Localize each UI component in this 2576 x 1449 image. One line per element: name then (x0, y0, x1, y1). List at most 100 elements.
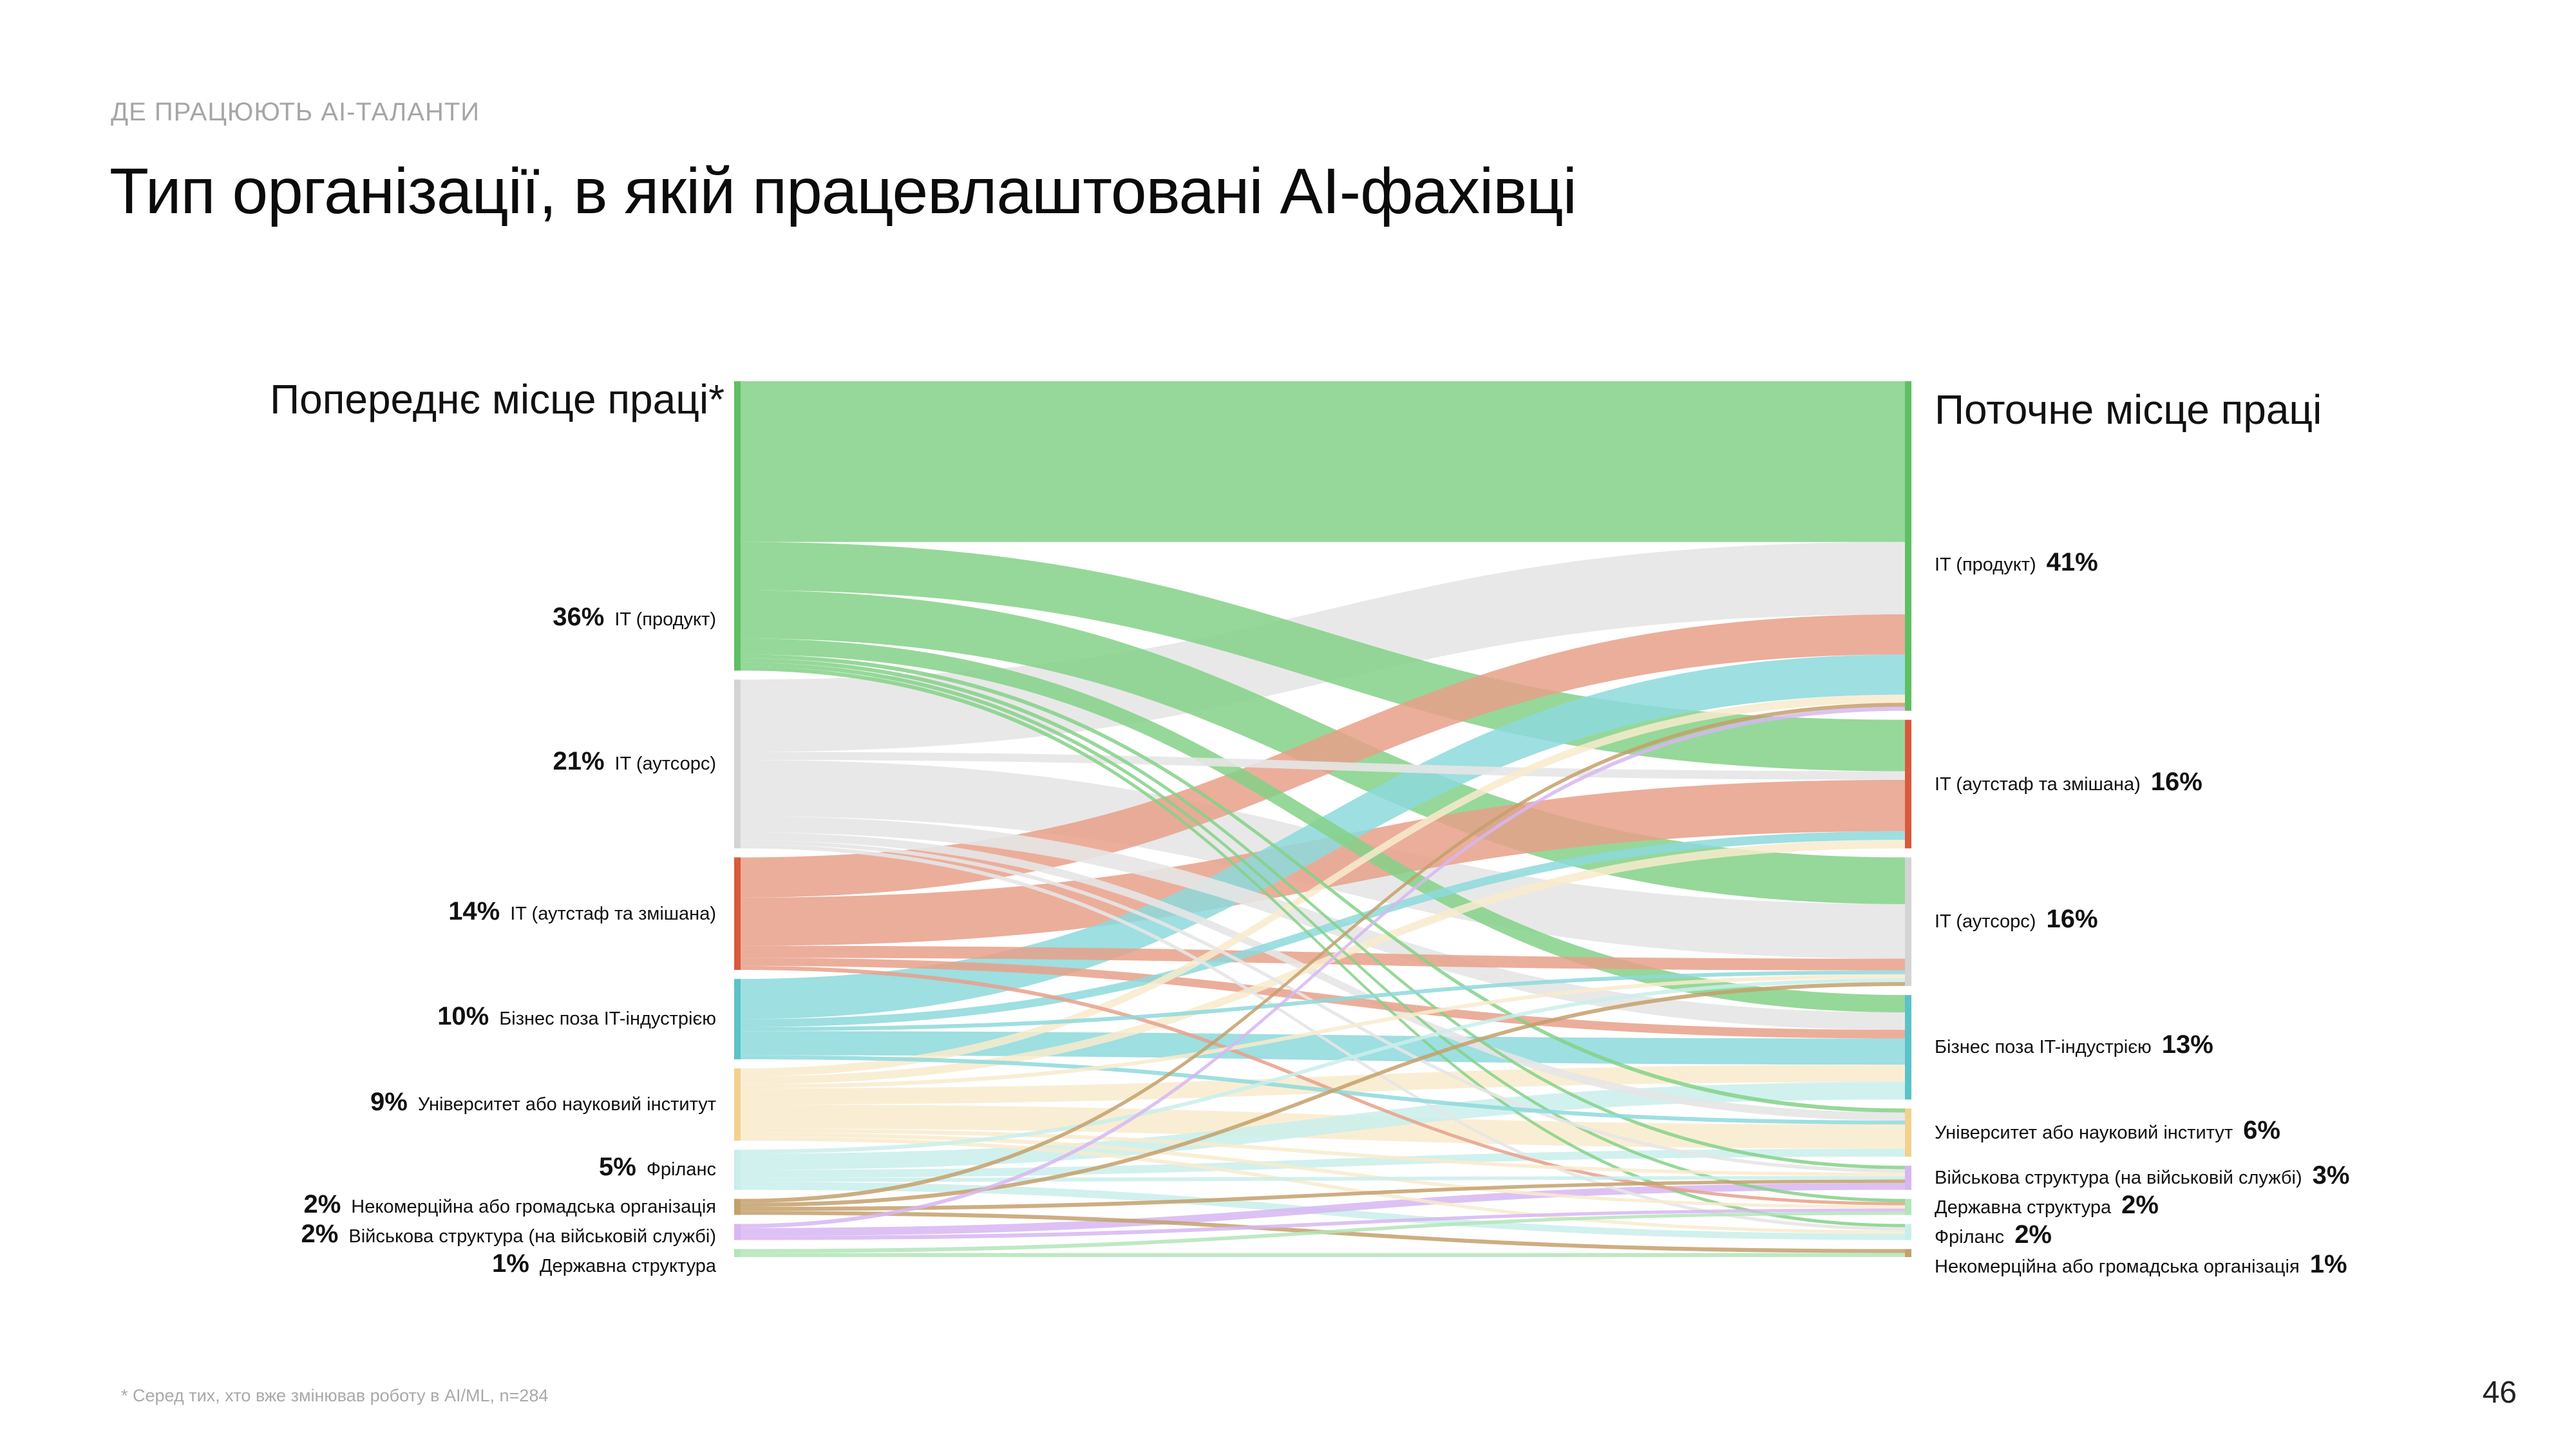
flow-nonprofit-to-military (741, 1179, 1905, 1211)
flow-university-to-freelance (741, 1136, 1905, 1234)
left-label-name: Фріланс (646, 1159, 716, 1180)
left-label-pct: 21% (553, 747, 605, 776)
flow-it_product-to-university (741, 654, 1905, 1113)
right-label-pct: 1% (2309, 1249, 2347, 1278)
right-label-pct: 2% (2121, 1190, 2159, 1219)
flow-it_outsource-to-it_outstaff (741, 752, 1905, 780)
flow-government-to-nonprofit (741, 1253, 1905, 1257)
right-label-military: Військова структура (на військовій служб… (1935, 1161, 2349, 1190)
left-label-name: Державна структура (539, 1256, 716, 1277)
flow-university-to-military (741, 1128, 1905, 1177)
flow-military-to-it_product (741, 706, 1905, 1228)
left-label-freelance: 5% Фріланс (599, 1153, 716, 1182)
right-label-freelance: Фріланс 2% (1935, 1220, 2052, 1249)
left-heading: Попереднє місце праці* (270, 376, 724, 422)
flow-freelance-to-it_outsource (741, 978, 1905, 1154)
right-label-nonprofit: Некомерційна або громадська організація 1… (1935, 1250, 2347, 1279)
right-label-name: Фріланс (1935, 1226, 2005, 1247)
right-node-it_product (1905, 381, 1911, 711)
flow-university-to-it_outsource (741, 974, 1905, 1089)
right-label-name: Некомерційна або громадська організація (1935, 1256, 2300, 1277)
left-label-pct: 2% (301, 1220, 339, 1249)
left-label-pct: 1% (492, 1249, 529, 1278)
right-label-pct: 3% (2312, 1160, 2350, 1189)
left-node-it_outstaff (734, 857, 741, 971)
left-node-nonprofit (734, 1198, 741, 1215)
right-node-freelance (1905, 1224, 1911, 1240)
flow-university-to-it_outstaff (741, 840, 1905, 1084)
right-node-business (1905, 995, 1911, 1100)
right-label-pct: 16% (2046, 905, 2098, 934)
left-label-name: IT (аутстаф та змішана) (510, 903, 716, 924)
right-label-name: Державна структура (1935, 1197, 2112, 1218)
flow-it_outsource-to-business (741, 816, 1905, 1030)
flow-it_outstaff-to-government (741, 965, 1905, 1206)
flow-it_product-to-it_product (741, 381, 1905, 542)
left-node-government (734, 1249, 741, 1257)
right-node-military (1905, 1166, 1911, 1190)
right-label-university: Університет або науковий інститут 6% (1935, 1116, 2280, 1145)
right-label-it_outstaff: IT (аутстаф та змішана) 16% (1935, 768, 2202, 797)
right-label-pct: 16% (2150, 767, 2202, 796)
section-kicker: ДЕ ПРАЦЮЮТЬ AI-ТАЛАНТИ (111, 98, 480, 126)
left-label-pct: 36% (553, 602, 605, 631)
flows-layer (741, 381, 1905, 1257)
flow-business-to-it_outsource (741, 970, 1905, 1032)
page-title: Тип організації, в якій працевлаштовані … (109, 155, 1577, 227)
flow-it_outstaff-to-it_product (741, 614, 1905, 898)
right-label-pct: 13% (2161, 1030, 2213, 1059)
left-label-pct: 10% (437, 1002, 489, 1031)
flow-university-to-it_product (741, 694, 1905, 1077)
left-label-pct: 5% (599, 1153, 636, 1182)
flow-business-to-it_product (741, 654, 1905, 1019)
flow-business-to-business (741, 1031, 1905, 1065)
right-label-name: IT (аутстаф та змішана) (1935, 773, 2141, 795)
left-node-university (734, 1068, 741, 1141)
footnote: * Серед тих, хто вже змінював роботу в A… (121, 1386, 549, 1405)
right-label-it_product: IT (продукт) 41% (1935, 548, 2098, 577)
left-label-pct: 14% (448, 896, 500, 925)
left-label-name: Бізнес поза IT-індустрією (499, 1009, 716, 1030)
right-label-pct: 2% (2014, 1220, 2052, 1249)
left-label-pct: 2% (303, 1190, 341, 1219)
left-label-it_outsource: 21% IT (аутсорс) (553, 747, 716, 776)
left-label-name: Некомерційна або громадська організація (351, 1197, 716, 1218)
flow-it_product-to-military (741, 658, 1905, 1170)
left-label-name: IT (продукт) (614, 609, 716, 630)
left-node-military (734, 1224, 741, 1240)
right-label-name: IT (продукт) (1935, 554, 2036, 575)
left-node-business (734, 979, 741, 1059)
left-label-pct: 9% (370, 1088, 408, 1117)
left-label-business: 10% Бізнес поза IT-індустрією (437, 1002, 716, 1031)
flow-business-to-it_outstaff (741, 831, 1905, 1027)
flow-nonprofit-to-it_product (741, 703, 1905, 1203)
left-label-it_outstaff: 14% IT (аутстаф та змішана) (448, 897, 716, 926)
page-number: 46 (2482, 1376, 2517, 1410)
right-label-name: IT (аутсорс) (1935, 911, 2036, 933)
flow-it_outsource-to-university (741, 832, 1905, 1121)
flow-it_outstaff-to-it_outstaff (741, 779, 1905, 946)
left-node-it_product (734, 381, 741, 671)
flow-military-to-government (741, 1208, 1905, 1240)
left-label-name: IT (аутсорс) (614, 753, 716, 775)
left-label-university: 9% Університет або науковий інститут (370, 1088, 716, 1117)
flow-government-to-government (741, 1211, 1905, 1253)
right-node-it_outstaff (1905, 719, 1911, 849)
right-node-it_outsource (1905, 857, 1911, 987)
flow-university-to-government (741, 1132, 1905, 1209)
left-label-name: Військова структура (на військовій служб… (348, 1226, 716, 1247)
left-label-government: 1% Державна структура (492, 1249, 716, 1278)
flow-it_outsource-to-freelance (741, 844, 1905, 1231)
flow-business-to-university (741, 1055, 1905, 1125)
left-label-it_product: 36% IT (продукт) (553, 603, 716, 632)
flow-it_outstaff-to-business (741, 958, 1905, 1039)
right-node-nonprofit (1905, 1249, 1911, 1257)
right-label-name: Університет або науковий інститут (1935, 1122, 2233, 1143)
flow-it_product-to-freelance (741, 667, 1905, 1227)
right-label-pct: 6% (2243, 1115, 2280, 1144)
flow-it_product-to-government (741, 662, 1905, 1202)
right-label-it_outsource: IT (аутсорс) 16% (1935, 905, 2098, 934)
flow-nonprofit-to-it_outsource (741, 981, 1905, 1208)
left-label-nonprofit: 2% Некомерційна або громадська організаці… (303, 1190, 716, 1219)
